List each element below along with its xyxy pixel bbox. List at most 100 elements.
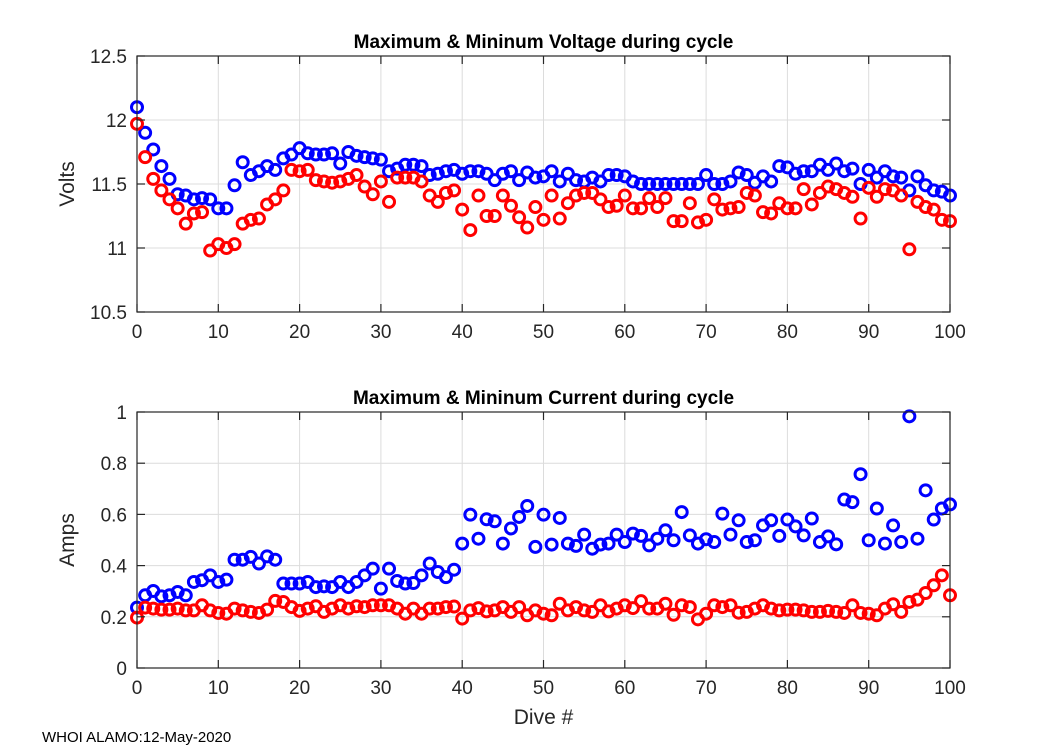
current-min-point <box>772 603 787 618</box>
current-max-point <box>609 527 624 542</box>
voltage-grid <box>136 55 951 313</box>
voltage-max-point <box>333 156 348 171</box>
current-max-point <box>373 581 388 596</box>
voltage-min-point <box>503 198 518 213</box>
voltage-min-point <box>756 205 771 220</box>
current-min-point <box>861 606 876 621</box>
current-max-point <box>382 561 397 576</box>
current-min-point <box>788 602 803 617</box>
voltage-min-point <box>300 162 315 177</box>
footer-stamp: WHOI ALAMO:12-May-2020 <box>42 729 231 746</box>
current-max-point <box>512 509 527 524</box>
voltage-min-point <box>747 188 762 203</box>
voltage-max-point <box>455 166 470 181</box>
current-max-point <box>447 562 462 577</box>
current-min-point <box>178 603 193 618</box>
current-y-tick-label: 0.6 <box>101 505 127 526</box>
voltage-x-tick-label: 10 <box>208 322 229 343</box>
voltage-y-tick-label: 10.5 <box>90 303 127 324</box>
voltage-min-point <box>536 212 551 227</box>
current-max-point <box>715 506 730 521</box>
voltage-min-point <box>707 192 722 207</box>
current-max-point <box>487 514 502 529</box>
current-min-point <box>910 592 925 607</box>
voltage-max-point <box>699 168 714 183</box>
current-max-point <box>178 588 193 603</box>
voltage-min-point <box>934 212 949 227</box>
current-min-point <box>707 598 722 613</box>
current-min-point <box>821 603 836 618</box>
current-max-point <box>398 576 413 591</box>
current-x-tick-label: 40 <box>452 678 473 699</box>
voltage-max-point <box>886 169 901 184</box>
current-min-point <box>243 604 258 619</box>
voltage-min-point <box>739 185 754 200</box>
current-min-point <box>902 594 917 609</box>
current-min-point <box>552 596 567 611</box>
current-max-point <box>634 528 649 543</box>
voltage-min-point <box>365 187 380 202</box>
voltage-x-tick-label: 20 <box>289 322 310 343</box>
current-min-point <box>829 604 844 619</box>
voltage-min-point <box>438 185 453 200</box>
voltage-x-tick-label: 50 <box>533 322 554 343</box>
current-min-point <box>430 601 445 616</box>
voltage-x-tick-label: 60 <box>614 322 635 343</box>
current-max-point <box>796 528 811 543</box>
voltage-min-point <box>625 201 640 216</box>
current-max-point <box>422 556 437 571</box>
current-min-point <box>373 598 388 613</box>
voltage-min-point <box>186 206 201 221</box>
current-max-point <box>601 536 616 551</box>
current-max-point <box>560 536 575 551</box>
current-max-point <box>390 573 405 588</box>
current-min-point <box>601 604 616 619</box>
current-min-point <box>715 600 730 615</box>
current-max-point <box>186 574 201 589</box>
current-max-point <box>593 537 608 552</box>
current-max-point <box>536 507 551 522</box>
current-max-point <box>284 576 299 591</box>
voltage-min-point <box>609 198 624 213</box>
voltage-max-point <box>471 164 486 179</box>
voltage-min-point <box>650 200 665 215</box>
voltage-min-point <box>894 188 909 203</box>
current-min-point <box>447 599 462 614</box>
voltage-min-point <box>845 189 860 204</box>
current-x-tick-label: 50 <box>533 678 554 699</box>
voltage-max-point <box>569 173 584 188</box>
current-max-point <box>308 580 323 595</box>
current-max-point <box>463 507 478 522</box>
voltage-y-tick-label: 12 <box>106 111 127 132</box>
voltage-min-point <box>178 216 193 231</box>
voltage-min-point <box>674 214 689 229</box>
current-max-point <box>414 568 429 583</box>
voltage-max-point <box>406 157 421 172</box>
voltage-min-point <box>227 237 242 252</box>
current-x-tick-label: 0 <box>132 678 143 699</box>
current-max-point <box>243 549 258 564</box>
current-min-point <box>162 602 177 617</box>
current-max-point <box>365 561 380 576</box>
current-max-point <box>154 589 169 604</box>
current-max-point <box>211 574 226 589</box>
voltage-max-point <box>495 166 510 181</box>
voltage-x-tick-label: 100 <box>934 322 966 343</box>
voltage-x-tick-label: 0 <box>132 322 143 343</box>
current-min-point <box>455 611 470 626</box>
voltage-max-point <box>707 177 722 191</box>
voltage-max-point <box>601 168 616 183</box>
voltage-min-point <box>699 212 714 227</box>
voltage-min-point <box>861 180 876 195</box>
current-max-point <box>479 512 494 527</box>
current-y-tick-label: 1 <box>116 403 127 424</box>
current-min-point <box>658 596 673 611</box>
voltage-min-point <box>642 191 657 206</box>
current-max-point <box>804 511 819 526</box>
current-max-point <box>877 536 892 551</box>
current-max-point <box>902 409 917 424</box>
current-min-point <box>341 601 356 616</box>
current-min-point <box>235 603 250 618</box>
voltage-min-point <box>251 211 266 226</box>
voltage-min-point <box>463 223 478 238</box>
